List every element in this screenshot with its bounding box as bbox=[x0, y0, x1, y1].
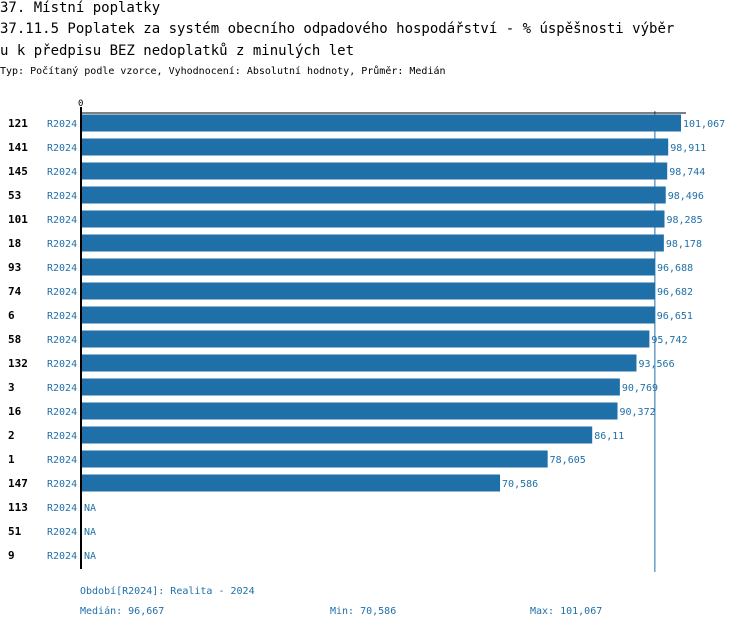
indicator-title: 37.11.5 Poplatek za systém obecního odpa… bbox=[0, 21, 675, 37]
bar bbox=[81, 402, 618, 420]
row-id-label: 141 bbox=[8, 141, 28, 154]
bar bbox=[81, 378, 620, 396]
bar bbox=[81, 162, 668, 180]
row-id-label: 18 bbox=[8, 237, 21, 250]
bar bbox=[81, 234, 664, 252]
na-label: NA bbox=[84, 551, 96, 562]
row-id-label: 53 bbox=[8, 189, 21, 202]
row-id-label: 6 bbox=[8, 309, 15, 322]
row-id-label: 93 bbox=[8, 261, 21, 274]
row-id-label: 74 bbox=[8, 285, 22, 298]
bar-value-label: 95,742 bbox=[651, 335, 687, 346]
row-id-label: 121 bbox=[8, 117, 28, 130]
row-series-label: R2024 bbox=[47, 167, 77, 178]
bar-value-label: 98,911 bbox=[670, 143, 706, 154]
row-series-label: R2024 bbox=[47, 311, 77, 322]
row-id-label: 145 bbox=[8, 165, 28, 178]
row-id-label: 2 bbox=[8, 429, 15, 442]
bar-value-label: 90,769 bbox=[622, 383, 658, 394]
row-id-label: 16 bbox=[8, 405, 22, 418]
bar-value-label: 98,178 bbox=[666, 239, 702, 250]
period-legend: Období[R2024]: Realita - 2024 bbox=[80, 586, 255, 597]
bar bbox=[81, 258, 656, 276]
bar bbox=[81, 186, 666, 204]
row-id-label: 147 bbox=[8, 477, 28, 490]
bar bbox=[81, 474, 501, 492]
bar-value-label: 78,605 bbox=[550, 455, 586, 466]
bar bbox=[81, 114, 681, 132]
row-series-label: R2024 bbox=[47, 383, 77, 394]
bar-value-label: 98,285 bbox=[666, 215, 702, 226]
median-summary: Medián: 96,667 bbox=[80, 606, 165, 617]
bar-value-label: 70,586 bbox=[502, 479, 538, 490]
row-series-label: R2024 bbox=[47, 263, 77, 274]
bar-value-label: 96,682 bbox=[657, 287, 693, 298]
row-series-label: R2024 bbox=[47, 239, 77, 250]
row-id-label: 58 bbox=[8, 333, 21, 346]
max-summary: Max: 101,067 bbox=[530, 606, 603, 617]
bar-value-label: 90,372 bbox=[620, 407, 656, 418]
bar-value-label: 101,067 bbox=[683, 119, 725, 130]
row-series-label: R2024 bbox=[47, 191, 77, 202]
bar bbox=[81, 450, 548, 468]
row-series-label: R2024 bbox=[47, 503, 77, 514]
row-series-label: R2024 bbox=[47, 455, 77, 466]
bar bbox=[81, 306, 655, 324]
row-series-label: R2024 bbox=[47, 215, 77, 226]
row-series-label: R2024 bbox=[47, 359, 77, 370]
axis-zero-label: 0 bbox=[78, 99, 83, 109]
row-id-label: 9 bbox=[8, 549, 15, 562]
indicator-title-continued: u k předpisu BEZ nedoplatků z minulých l… bbox=[0, 43, 355, 59]
bar bbox=[81, 330, 650, 348]
row-id-label: 3 bbox=[8, 381, 15, 394]
row-series-label: R2024 bbox=[47, 431, 77, 442]
chart-subtitle: Typ: Počítaný podle vzorce, Vyhodnocení:… bbox=[0, 66, 446, 77]
row-series-label: R2024 bbox=[47, 335, 77, 346]
bar-value-label: 93,566 bbox=[638, 359, 674, 370]
row-id-label: 132 bbox=[8, 357, 28, 370]
na-label: NA bbox=[84, 527, 96, 538]
bar bbox=[81, 210, 665, 228]
bar bbox=[81, 138, 669, 156]
row-series-label: R2024 bbox=[47, 527, 77, 538]
row-series-label: R2024 bbox=[47, 407, 77, 418]
min-summary: Min: 70,586 bbox=[330, 606, 397, 617]
row-id-label: 101 bbox=[8, 213, 28, 226]
bar-value-label: 96,688 bbox=[657, 263, 693, 274]
row-series-label: R2024 bbox=[47, 287, 77, 298]
row-id-label: 1 bbox=[8, 453, 15, 466]
bar-value-label: 96,651 bbox=[657, 311, 693, 322]
row-series-label: R2024 bbox=[47, 551, 77, 562]
bar-value-label: 98,744 bbox=[669, 167, 705, 178]
row-series-label: R2024 bbox=[47, 143, 77, 154]
row-id-label: 113 bbox=[8, 501, 28, 514]
page-title: 37. Místní poplatky bbox=[0, 0, 161, 16]
bar bbox=[81, 426, 593, 444]
na-label: NA bbox=[84, 503, 96, 514]
row-series-label: R2024 bbox=[47, 479, 77, 490]
bar-value-label: 98,496 bbox=[668, 191, 704, 202]
bar-value-label: 86,11 bbox=[594, 431, 624, 442]
bar bbox=[81, 354, 637, 372]
row-series-label: R2024 bbox=[47, 119, 77, 130]
row-id-label: 51 bbox=[8, 525, 22, 538]
bar bbox=[81, 282, 655, 300]
